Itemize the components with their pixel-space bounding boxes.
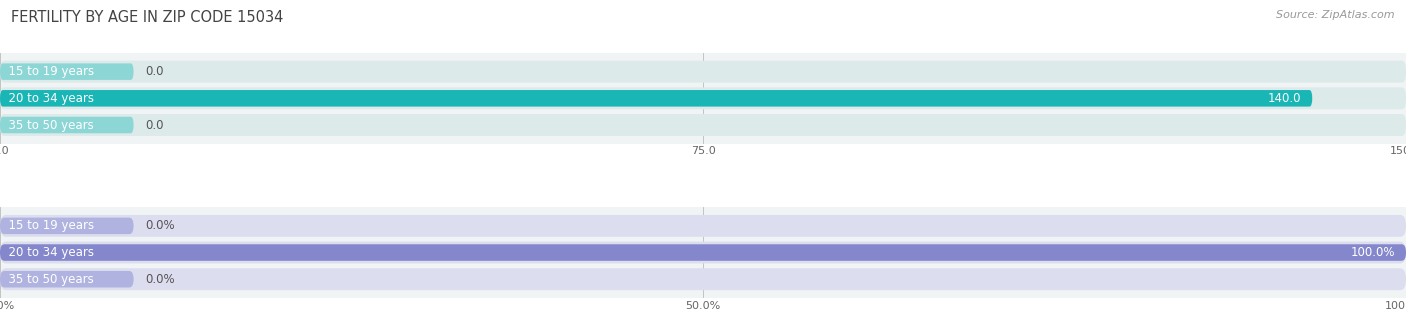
FancyBboxPatch shape xyxy=(0,271,134,288)
FancyBboxPatch shape xyxy=(0,87,1406,109)
Text: 140.0: 140.0 xyxy=(1268,92,1301,105)
Text: 0.0: 0.0 xyxy=(145,65,163,78)
FancyBboxPatch shape xyxy=(0,61,1406,82)
Text: 100.0%: 100.0% xyxy=(1350,246,1395,259)
Text: 0.0: 0.0 xyxy=(145,118,163,131)
Text: 15 to 19 years: 15 to 19 years xyxy=(1,219,94,232)
FancyBboxPatch shape xyxy=(0,114,1406,136)
Text: 35 to 50 years: 35 to 50 years xyxy=(1,273,94,286)
Text: 15 to 19 years: 15 to 19 years xyxy=(1,65,94,78)
FancyBboxPatch shape xyxy=(0,242,1406,263)
FancyBboxPatch shape xyxy=(0,215,1406,237)
Text: 20 to 34 years: 20 to 34 years xyxy=(1,92,94,105)
Text: 35 to 50 years: 35 to 50 years xyxy=(1,118,94,131)
FancyBboxPatch shape xyxy=(0,63,134,80)
Text: 0.0%: 0.0% xyxy=(145,219,174,232)
Text: 20 to 34 years: 20 to 34 years xyxy=(1,246,94,259)
FancyBboxPatch shape xyxy=(0,90,1312,107)
Text: FERTILITY BY AGE IN ZIP CODE 15034: FERTILITY BY AGE IN ZIP CODE 15034 xyxy=(11,10,284,25)
Text: 0.0%: 0.0% xyxy=(145,273,174,286)
FancyBboxPatch shape xyxy=(0,244,1406,261)
FancyBboxPatch shape xyxy=(0,217,134,234)
FancyBboxPatch shape xyxy=(0,268,1406,290)
Text: Source: ZipAtlas.com: Source: ZipAtlas.com xyxy=(1277,10,1395,20)
FancyBboxPatch shape xyxy=(0,117,134,133)
